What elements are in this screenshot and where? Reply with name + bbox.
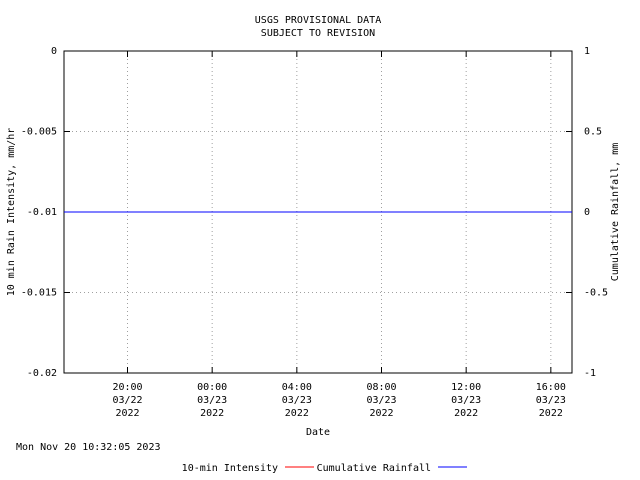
y-axis-label: 10 min Rain Intensity, mm/hr bbox=[6, 128, 17, 297]
y-tick-label: -0.01 bbox=[27, 207, 57, 218]
x-tick-label: 04:00 03/23 2022 bbox=[281, 382, 312, 419]
y2-tick-label: -0.5 bbox=[584, 288, 608, 299]
y2-tick-label: 1 bbox=[584, 46, 590, 57]
x-tick-label: 20:00 03/22 2022 bbox=[112, 382, 143, 419]
x-axis-label: Date bbox=[306, 427, 330, 438]
y2-tick-label: 0.5 bbox=[584, 127, 602, 138]
y2-axis-label: Cumulative Rainfall, mm bbox=[610, 143, 621, 281]
x-tick-label: 16:00 03/23 2022 bbox=[535, 382, 566, 419]
chart-subtitle: SUBJECT TO REVISION bbox=[261, 28, 375, 39]
timestamp: Mon Nov 20 10:32:05 2023 bbox=[16, 442, 161, 453]
legend-label: 10-min Intensity bbox=[182, 463, 278, 474]
y-tick-label: -0.005 bbox=[21, 127, 57, 138]
x-tick-label: 08:00 03/23 2022 bbox=[366, 382, 397, 419]
y2-tick-label: 0 bbox=[584, 207, 590, 218]
x-tick-label: 12:00 03/23 2022 bbox=[451, 382, 482, 419]
y-tick-label: -0.02 bbox=[27, 368, 57, 379]
y-tick-label: -0.015 bbox=[21, 288, 57, 299]
chart-title: USGS PROVISIONAL DATA bbox=[255, 15, 381, 26]
legend-label: Cumulative Rainfall bbox=[317, 463, 431, 474]
y2-tick-label: -1 bbox=[584, 368, 596, 379]
y-tick-label: 0 bbox=[51, 46, 57, 57]
x-tick-label: 00:00 03/23 2022 bbox=[197, 382, 228, 419]
